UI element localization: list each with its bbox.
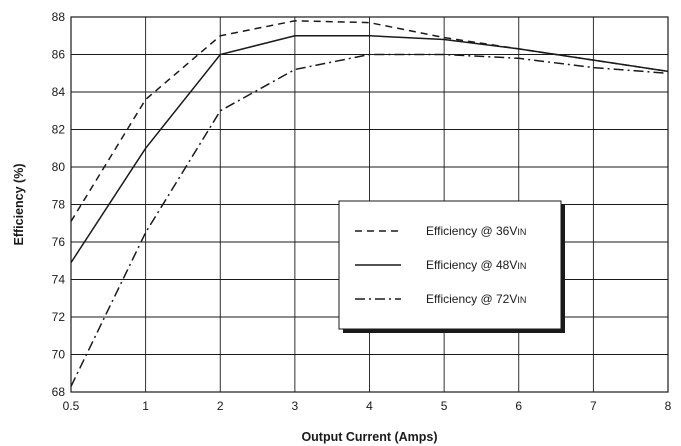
series-line-3 (70, 53, 669, 387)
legend-label: Efficiency @ 36VIN (426, 224, 526, 238)
y-tick-label: 80 (52, 160, 66, 174)
y-axis-title: Efficiency (%) (12, 164, 26, 246)
x-tick-label: 3 (292, 399, 299, 413)
legend-label: Efficiency @ 48VIN (426, 258, 526, 272)
y-tick-label: 84 (52, 85, 66, 99)
x-tick-label: 5 (441, 399, 448, 413)
x-tick-label: 0.5 (63, 399, 80, 413)
y-tick-label: 78 (52, 198, 66, 212)
y-tick-label: 74 (52, 273, 66, 287)
y-tick-label: 70 (52, 348, 66, 362)
y-tick-label: 86 (52, 48, 66, 62)
plot-area-border (70, 16, 669, 393)
y-tick-label: 88 (52, 10, 66, 24)
legend-label-subscript: IN (517, 261, 526, 271)
legend-label-subscript: IN (517, 227, 526, 237)
legend-label: Efficiency @ 72VIN (426, 292, 526, 306)
legend-label-main: Efficiency @ 48V (426, 258, 517, 272)
legend-label-main: Efficiency @ 72V (426, 292, 517, 306)
series-layer (70, 20, 669, 387)
x-axis-tick-labels: 0.5 1 2 3 4 5 6 7 8 (63, 399, 672, 413)
legend-label-subscript: IN (517, 295, 526, 305)
y-tick-label: 82 (52, 123, 66, 137)
y-tick-label: 68 (52, 385, 66, 399)
x-tick-label: 4 (366, 399, 373, 413)
y-tick-label: 76 (52, 235, 66, 249)
y-tick-label: 72 (52, 310, 66, 324)
x-tick-label: 8 (665, 399, 672, 413)
x-tick-label: 2 (217, 399, 224, 413)
x-tick-label: 6 (515, 399, 522, 413)
legend-label-main: Efficiency @ 36V (426, 224, 517, 238)
series-line-2 (70, 35, 669, 264)
x-tick-label: 1 (142, 399, 149, 413)
y-axis-tick-labels: 68 70 72 74 76 78 80 82 84 86 88 (52, 10, 66, 399)
x-axis-title: Output Current (Amps) (301, 430, 437, 444)
x-tick-label: 7 (590, 399, 597, 413)
